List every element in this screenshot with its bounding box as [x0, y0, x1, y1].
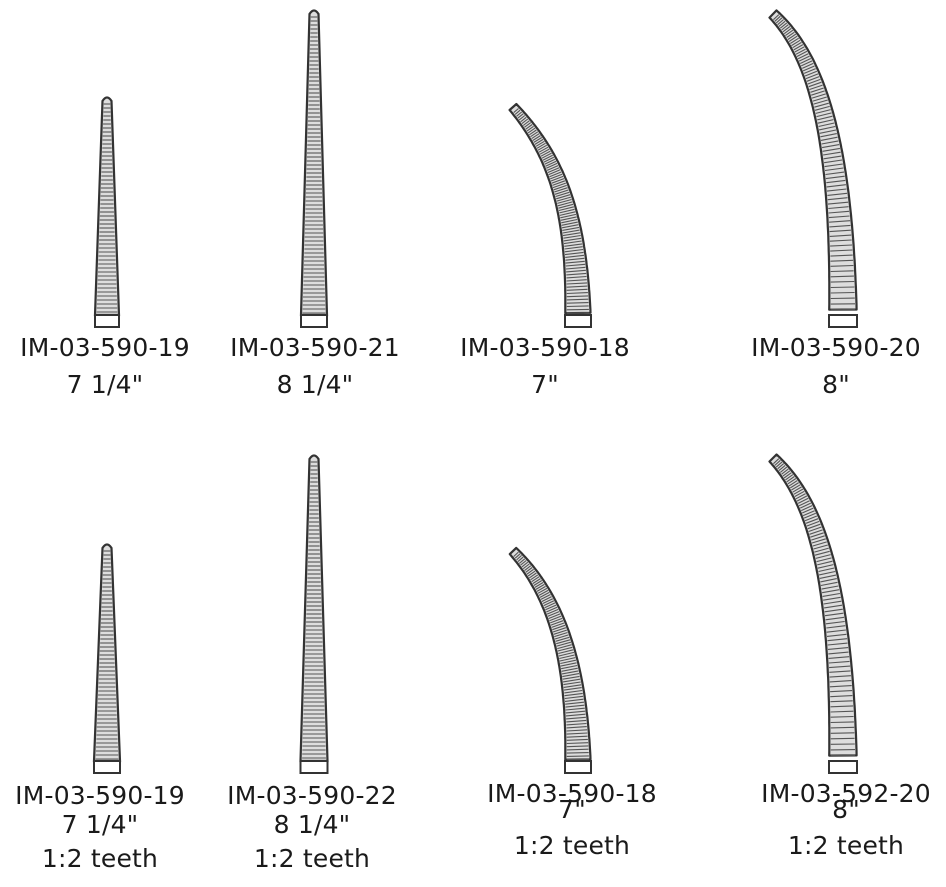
instrument-label: IM-03-590-22 8 1/4" 1:2 teeth [210, 781, 414, 874]
hemostat-jaw-drawing [92, 543, 122, 774]
instrument-id: IM-03-590-19 [15, 781, 185, 810]
instrument-id: IM-03-590-22 [227, 781, 397, 810]
instrument-label: IM-03-592-20 8" 1:2 teeth [748, 779, 944, 861]
instrument-teeth: 1:2 teeth [787, 831, 905, 860]
instrument-label: IM-03-590-20 8" [726, 333, 946, 400]
instrument-label: IM-03-590-19 7 1/4" [0, 333, 210, 400]
hemostat-jaw-drawing [299, 9, 329, 328]
instrument-teeth: 1:2 teeth [41, 844, 159, 873]
instrument-size: 7" [531, 370, 559, 399]
instrument-id: IM-03-590-19 [20, 333, 190, 362]
hemostat-jaw-drawing [508, 102, 592, 328]
instrument-size: 8 1/4" [273, 810, 351, 839]
instrument-id: IM-03-592-20 [761, 779, 931, 808]
hemostat-jaw-drawing [299, 454, 329, 774]
instrument-label: IM-03-590-21 8 1/4" [210, 333, 420, 400]
hemostat-jaw-drawing [93, 96, 121, 328]
instrument-label: IM-03-590-19 7 1/4" 1:2 teeth [0, 781, 200, 874]
instrument-id: IM-03-590-20 [751, 333, 921, 362]
instrument-size: 7 1/4" [66, 370, 144, 399]
instrument-size: 8" [832, 795, 860, 824]
hemostat-jaw-drawing [768, 9, 858, 328]
instrument-teeth: 1:2 teeth [253, 844, 371, 873]
instrument-size: 7 1/4" [61, 810, 139, 839]
hemostat-jaw-drawing [768, 453, 858, 774]
instrument-id: IM-03-590-18 [487, 779, 657, 808]
instrument-teeth: 1:2 teeth [513, 831, 631, 860]
instrument-size: 7" [558, 795, 586, 824]
instrument-id: IM-03-590-18 [460, 333, 630, 362]
instrument-size: 8 1/4" [276, 370, 354, 399]
instrument-label: IM-03-590-18 7" [440, 333, 650, 400]
instrument-label: IM-03-590-18 7" 1:2 teeth [472, 779, 672, 861]
instrument-id: IM-03-590-21 [230, 333, 400, 362]
hemostat-jaw-drawing [508, 546, 592, 774]
instrument-size: 8" [822, 370, 850, 399]
